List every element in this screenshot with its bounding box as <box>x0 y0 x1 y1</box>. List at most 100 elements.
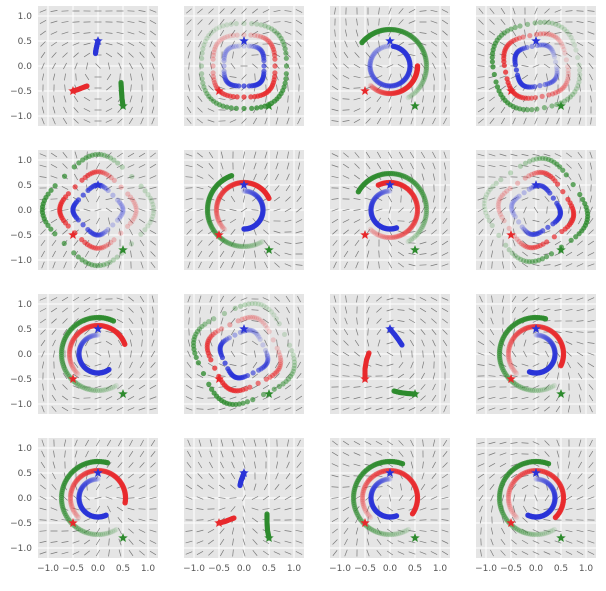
field-arrow <box>343 63 349 69</box>
green-point <box>405 238 411 245</box>
blue-point <box>540 228 546 234</box>
blue-point <box>516 193 522 199</box>
field-arrow <box>138 485 146 489</box>
field-arrow <box>41 117 45 125</box>
field-arrow <box>118 538 122 546</box>
green-point <box>129 173 135 180</box>
red-point <box>215 197 222 203</box>
field-arrow <box>513 217 515 225</box>
green-point <box>542 316 549 322</box>
blue-point <box>241 43 247 49</box>
green-point <box>221 310 228 317</box>
blue-point <box>106 366 112 373</box>
vector-field <box>331 151 449 269</box>
field-arrow <box>139 239 145 247</box>
field-arrow <box>187 51 191 59</box>
green-point <box>241 20 247 27</box>
red-point <box>262 322 268 328</box>
field-arrow <box>149 407 157 411</box>
red-point <box>70 365 77 372</box>
field-arrow <box>432 117 436 125</box>
field-arrow <box>342 351 350 357</box>
field-arrow <box>62 318 68 324</box>
red-point <box>249 314 256 320</box>
field-arrow <box>62 152 68 158</box>
field-arrow <box>198 40 202 48</box>
field-arrow <box>106 373 112 379</box>
field-arrow <box>107 505 111 513</box>
red-point <box>214 202 220 208</box>
field-arrow <box>295 407 303 411</box>
red-point <box>561 84 567 90</box>
field-arrow <box>568 394 570 402</box>
field-arrow <box>129 339 133 347</box>
green-point <box>147 195 153 201</box>
field-arrow <box>117 517 123 523</box>
blue-point <box>554 64 560 70</box>
field-arrow <box>150 251 156 257</box>
field-arrow <box>511 206 517 214</box>
field-arrow <box>152 95 154 103</box>
blue-point <box>544 335 550 342</box>
field-arrow <box>73 240 79 246</box>
field-arrow <box>589 206 593 214</box>
red-point <box>515 180 521 186</box>
green-start-star <box>118 245 128 255</box>
red-point <box>241 32 247 38</box>
blue-point <box>249 43 255 49</box>
field-arrow <box>72 551 80 555</box>
red-point <box>409 511 416 517</box>
field-arrow <box>186 106 192 114</box>
red-point <box>68 360 74 366</box>
field-arrow <box>41 439 45 447</box>
field-arrow <box>545 95 549 103</box>
field-arrow <box>196 208 204 212</box>
blue-point <box>550 342 556 349</box>
red-point <box>557 39 563 45</box>
blue-point <box>524 44 530 51</box>
green-point <box>577 191 583 198</box>
green-point <box>520 106 527 113</box>
field-arrow <box>386 352 394 356</box>
blue-point <box>539 333 546 339</box>
field-arrow <box>532 153 540 157</box>
field-arrow <box>50 297 58 301</box>
red-point <box>69 364 76 370</box>
red-point <box>133 203 139 209</box>
red-point <box>221 226 228 233</box>
field-arrow <box>105 197 113 201</box>
field-arrow <box>253 228 257 236</box>
field-arrow <box>532 175 540 179</box>
blue-point <box>511 211 517 217</box>
green-point <box>208 30 214 36</box>
red-point <box>386 90 392 97</box>
field-arrow <box>105 485 113 489</box>
blue-point <box>103 512 109 518</box>
field-arrow <box>105 32 113 34</box>
field-arrow <box>140 317 144 325</box>
green-point <box>291 362 298 368</box>
red-point <box>506 358 513 365</box>
field-arrow <box>149 219 157 223</box>
blue-point <box>222 74 228 81</box>
field-arrow <box>576 320 584 322</box>
red-point <box>386 234 392 241</box>
field-arrow <box>284 10 292 12</box>
x-tick-label: 0.5 <box>262 564 276 574</box>
green-point <box>150 204 157 210</box>
red-point <box>277 363 283 370</box>
field-arrow <box>444 73 446 81</box>
green-point <box>531 387 538 394</box>
field-arrow <box>117 339 123 347</box>
field-arrow <box>408 308 416 312</box>
field-arrow <box>577 362 583 368</box>
field-arrow <box>106 152 112 158</box>
blue-point <box>529 43 535 50</box>
blue-point <box>105 187 111 194</box>
blue-point <box>550 78 557 84</box>
field-arrow <box>198 295 202 303</box>
red-point <box>216 38 222 44</box>
green-point <box>242 302 248 308</box>
field-arrow <box>499 375 507 377</box>
red-point <box>272 70 278 76</box>
